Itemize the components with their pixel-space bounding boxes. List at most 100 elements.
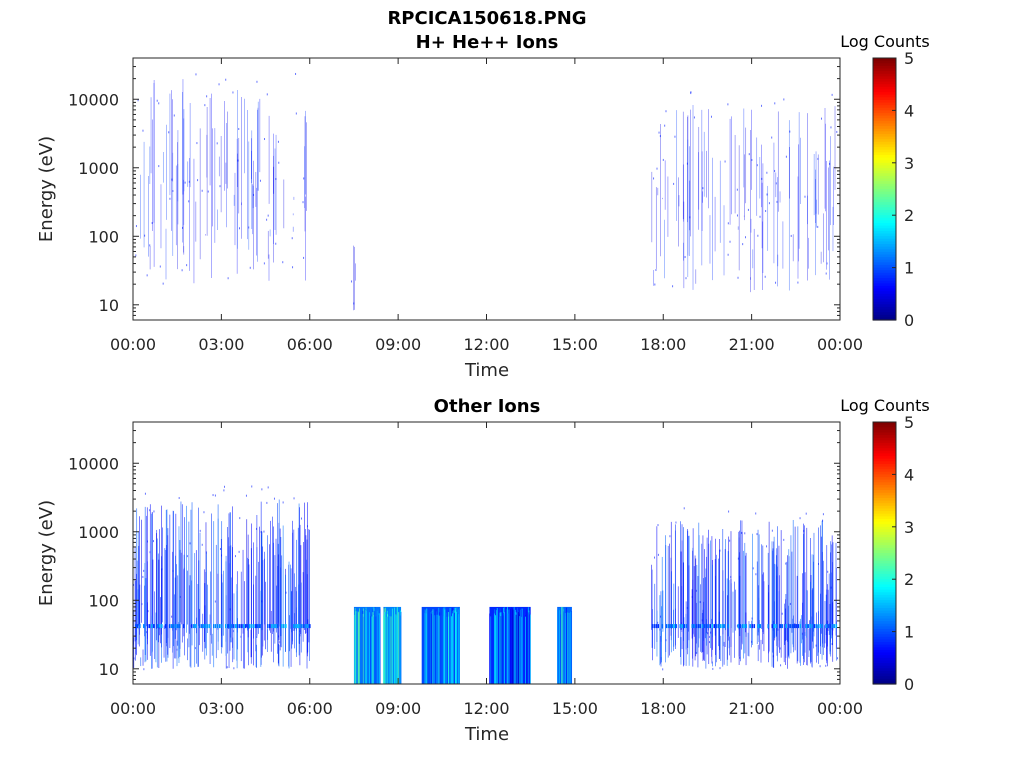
colorbar-tick-label: 5 — [904, 49, 914, 68]
spectrogram-dot — [736, 624, 738, 627]
spectrogram-dot — [133, 583, 135, 586]
colorbar-segment — [873, 448, 896, 452]
colorbar-segment — [873, 191, 896, 195]
colorbar-segment — [873, 102, 896, 106]
spectrogram-dot — [142, 575, 144, 578]
spectrogram-dot — [662, 158, 664, 161]
x-tick-label: 03:00 — [198, 335, 244, 354]
x-axis-h-he-ions: 00:00 03:00 06:00 09:00 12:00 15:00 18:00 21:00… — [110, 58, 863, 354]
spectrogram-dot — [161, 568, 163, 571]
spectrogram-dot — [143, 569, 145, 572]
spectrogram-dot — [708, 635, 710, 638]
spectrogram-dot — [827, 570, 829, 573]
spectrogram-dot — [803, 529, 805, 532]
spectrogram-band — [219, 624, 221, 629]
spectrogram-dot — [689, 216, 691, 219]
spectrogram-dot — [739, 656, 741, 659]
colorbar-segment — [873, 113, 896, 117]
spectrogram-dot — [239, 517, 241, 520]
colorbar-segment — [873, 461, 896, 465]
spectrogram-dot — [764, 275, 766, 278]
colorbar-segment — [873, 275, 896, 279]
spectrogram-dot — [675, 521, 677, 524]
spectrogram-dot — [207, 190, 209, 193]
x-tick-label: 00:00 — [110, 699, 156, 718]
spectrogram-dot — [747, 208, 749, 211]
colorbar-segment — [873, 657, 896, 662]
spectrogram-band — [257, 624, 259, 629]
panel-title-other-ions: Other Ions — [434, 396, 541, 417]
spectrogram-dot — [303, 177, 305, 180]
y-tick-label: 100 — [88, 591, 119, 610]
colorbar-segment — [873, 312, 896, 316]
spectrogram-dot — [755, 573, 757, 576]
colorbar-segment — [873, 600, 896, 604]
colorbar-segment — [873, 118, 896, 122]
spectrogram-band — [153, 624, 155, 629]
y-tick-label: 100 — [88, 227, 119, 246]
spectrogram-dot — [214, 494, 216, 497]
spectrogram-dot — [190, 624, 192, 627]
spectrogram-dot — [681, 622, 683, 625]
spectrogram-band — [245, 624, 247, 629]
spectrogram-dot — [168, 131, 170, 134]
colorbar-segment — [873, 422, 896, 426]
spectrogram-band — [675, 624, 678, 629]
colorbar-segment — [873, 165, 896, 169]
spectrogram-band — [757, 624, 760, 629]
colorbar-segment — [873, 503, 896, 507]
spectrogram-band — [297, 624, 299, 629]
colorbar-segment — [873, 105, 896, 109]
colorbar-segment — [873, 681, 896, 685]
colorbar-segment — [873, 642, 896, 646]
y-axis-other-ions: 10 100 1000 10000 — [68, 421, 840, 685]
colorbar-segment — [873, 304, 896, 308]
spectrogram-dot — [282, 501, 284, 504]
spectrogram-band — [251, 624, 253, 629]
spectrogram-band — [811, 624, 814, 629]
spectrogram-dot — [673, 182, 675, 185]
spectrogram-band — [305, 624, 307, 629]
colorbar-segment — [873, 505, 896, 510]
spectrogram-dot — [719, 549, 721, 552]
spectrogram-dot — [669, 535, 671, 538]
spectrogram-dot — [162, 282, 164, 285]
spectrogram-band — [789, 624, 792, 629]
spectrogram-dot — [178, 497, 180, 500]
x-tick-label: 09:00 — [375, 335, 421, 354]
spectrogram-band — [699, 624, 702, 629]
spectrogram-band — [819, 624, 822, 629]
spectrogram-band — [667, 624, 670, 629]
spectrogram-band — [309, 624, 311, 629]
spectrogram-dot — [761, 104, 763, 107]
colorbar-segment — [873, 469, 896, 473]
spectrogram-band — [831, 624, 834, 629]
spectrogram-band — [271, 624, 273, 629]
spectrogram-dot — [146, 274, 148, 277]
spectrogram-dot — [748, 153, 750, 156]
spectrogram-dot — [159, 265, 161, 268]
spectrogram-band — [693, 624, 696, 629]
colorbar-segment — [873, 495, 896, 499]
spectrogram-dot — [234, 555, 236, 558]
colorbar-tick-label: 1 — [904, 259, 914, 278]
colorbar-segment — [873, 497, 896, 502]
spectrogram-dot — [149, 509, 151, 512]
spectrogram-band — [175, 624, 177, 629]
colorbar-segment — [873, 233, 896, 237]
spectrogram-band — [655, 624, 658, 629]
colorbar-segment — [873, 592, 896, 596]
spectrogram-dot — [756, 164, 758, 167]
spectrogram-dot — [741, 531, 743, 534]
spectrogram-dot — [744, 236, 746, 239]
spectrogram-dot — [144, 492, 146, 495]
spectrogram-dot — [836, 130, 838, 133]
spectrogram-dot — [146, 631, 148, 634]
x-axis-label-other-ions: Time — [464, 724, 509, 745]
colorbar-segment — [873, 291, 896, 295]
colorbar-tick-label: 2 — [904, 570, 914, 589]
colorbar-frame — [872, 421, 897, 685]
spectrogram-dot — [293, 497, 295, 500]
spectrogram-dot — [825, 664, 827, 667]
colorbar-segment — [873, 631, 896, 635]
